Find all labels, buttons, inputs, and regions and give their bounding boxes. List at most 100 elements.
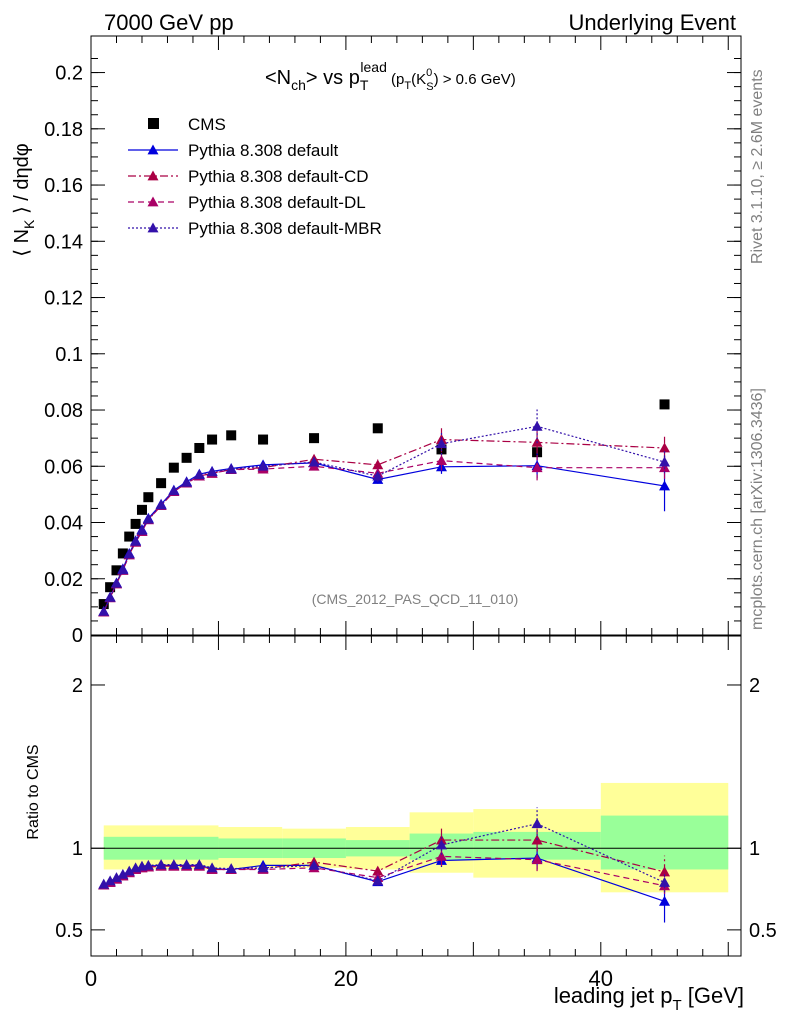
mc-marker [110, 577, 122, 588]
ratio-marker [206, 862, 218, 873]
ratio-marker [181, 859, 193, 869]
header-left: 7000 GeV pp [104, 10, 234, 35]
legend-label: Pythia 8.308 default-CD [188, 167, 369, 186]
main-y-tick-label: 0.16 [44, 175, 83, 197]
ratio-marker [257, 862, 269, 873]
legend-marker [147, 222, 159, 233]
legend-marker-cms [148, 118, 159, 129]
ratio-marker [123, 865, 135, 876]
mc-marker [659, 480, 671, 491]
main-y-tick-label: 0.02 [44, 569, 83, 591]
mc-marker [206, 466, 218, 477]
mc-marker [435, 438, 447, 449]
main-y-tick-label: 0.14 [44, 231, 83, 253]
cms-data-point [207, 434, 218, 445]
ratio-y-tick-label-right: 2 [749, 675, 760, 697]
mc-marker [531, 462, 543, 473]
mc-marker [225, 463, 237, 474]
ratio-marker [531, 854, 543, 865]
ratio-marker [659, 877, 671, 887]
ratio-marker [110, 872, 122, 883]
cms-data-point [372, 423, 383, 434]
main-y-tick-label: 0.18 [44, 119, 83, 141]
mc-marker [117, 564, 129, 575]
ratio-y-tick-label-right: 0.5 [749, 920, 777, 942]
y-axis-label-ratio: Ratio to CMS [25, 744, 42, 839]
legend-label: CMS [188, 115, 226, 134]
mcplots-label: mcplots.cern.ch [arXiv:1306.3436] [749, 388, 766, 630]
ratio-y-tick-label-right: 1 [749, 838, 760, 860]
legend: CMS Pythia 8.308 default Pythia 8.308 defa… [128, 115, 382, 238]
cms-data-point [130, 518, 141, 529]
x-tick-label: 40 [589, 966, 613, 991]
mc-marker [142, 513, 154, 524]
mc-marker [98, 605, 110, 616]
cms-data-point [124, 531, 135, 542]
mc-marker [659, 442, 671, 453]
ratio-marker [104, 875, 116, 886]
legend-marker [147, 196, 159, 207]
mc-marker [168, 485, 180, 496]
y-axis-label-main: ⟨ NK ⟩ / dηdφ [11, 143, 37, 257]
x-tick-label: 20 [334, 966, 358, 991]
cms-data-point [226, 430, 237, 441]
main-y-tick-label: 0 [72, 625, 83, 647]
main-y-tick-label: 0.04 [44, 513, 83, 535]
legend-label: Pythia 8.308 default [188, 141, 339, 160]
mc-marker [372, 470, 384, 481]
cms-data-point [105, 582, 116, 593]
ratio-y-tick-label: 0.5 [55, 920, 83, 942]
plot-title: <Nch> vs pTlead (pT(K0 S) > 0.6 GeV) [265, 59, 516, 93]
mc-marker [435, 455, 447, 466]
cms-data-point [111, 565, 122, 576]
ratio-marker [308, 859, 320, 870]
ratio-y-tick-label: 2 [72, 675, 83, 697]
x-tick-label: 0 [85, 966, 97, 991]
ratio-marker [659, 866, 671, 877]
main-y-tick-label: 0.2 [55, 63, 83, 85]
analysis-watermark: (CMS_2012_PAS_QCD_11_010) [312, 591, 519, 607]
ratio-panel: 0 20 40 0.5 1 2 0.5 1 2 [55, 635, 777, 991]
legend-marker [147, 144, 159, 155]
legend-marker [147, 170, 159, 181]
ratio-frame [90, 635, 742, 957]
cms-data-point [168, 462, 179, 473]
cms-data-point [194, 442, 205, 453]
cms-data-point [98, 599, 109, 610]
ratio-marker [435, 839, 447, 850]
mc-marker [531, 420, 543, 431]
ratio-marker [142, 859, 154, 870]
mc-marker [181, 476, 193, 487]
ratio-marker [531, 818, 543, 829]
ratio-marker [372, 865, 384, 876]
mc-marker [659, 462, 671, 473]
cms-data-point [659, 399, 670, 410]
ratio-marker [168, 859, 180, 869]
cms-data-point [258, 434, 269, 445]
main-y-tick-label: 0.1 [55, 344, 83, 366]
cms-data-point [156, 478, 167, 489]
main-y-tick-label: 0.08 [44, 400, 83, 422]
ratio-marker [225, 863, 237, 874]
legend-label: Pythia 8.308 default-MBR [188, 219, 382, 238]
ratio-marker [193, 859, 205, 869]
mc-marker [193, 469, 205, 480]
header-right: Underlying Event [568, 10, 736, 35]
mc-marker [372, 459, 384, 470]
x-axis-label: leading jet pT [GeV] [554, 983, 744, 1014]
ratio-marker [98, 878, 110, 889]
mc-marker [130, 535, 142, 546]
main-panel: 0 0.02 0.04 0.06 0.08 0.1 0.12 0.14 0.16 0.18 0.2 [44, 35, 742, 647]
ratio-series-line [103, 823, 665, 885]
ratio-marker [659, 895, 671, 906]
mc-marker [257, 460, 269, 471]
main-y-tick-label: 0.06 [44, 456, 83, 478]
main-y-tick-label: 0.12 [44, 288, 83, 310]
ratio-marker [117, 868, 129, 879]
ratio-y-tick-label: 1 [72, 838, 83, 860]
ratio-marker [435, 850, 447, 861]
rivet-label: Rivet 3.1.10, ≥ 2.6M events [749, 69, 766, 264]
legend-label: Pythia 8.308 default-DL [188, 193, 366, 212]
cms-data-point [181, 452, 192, 463]
